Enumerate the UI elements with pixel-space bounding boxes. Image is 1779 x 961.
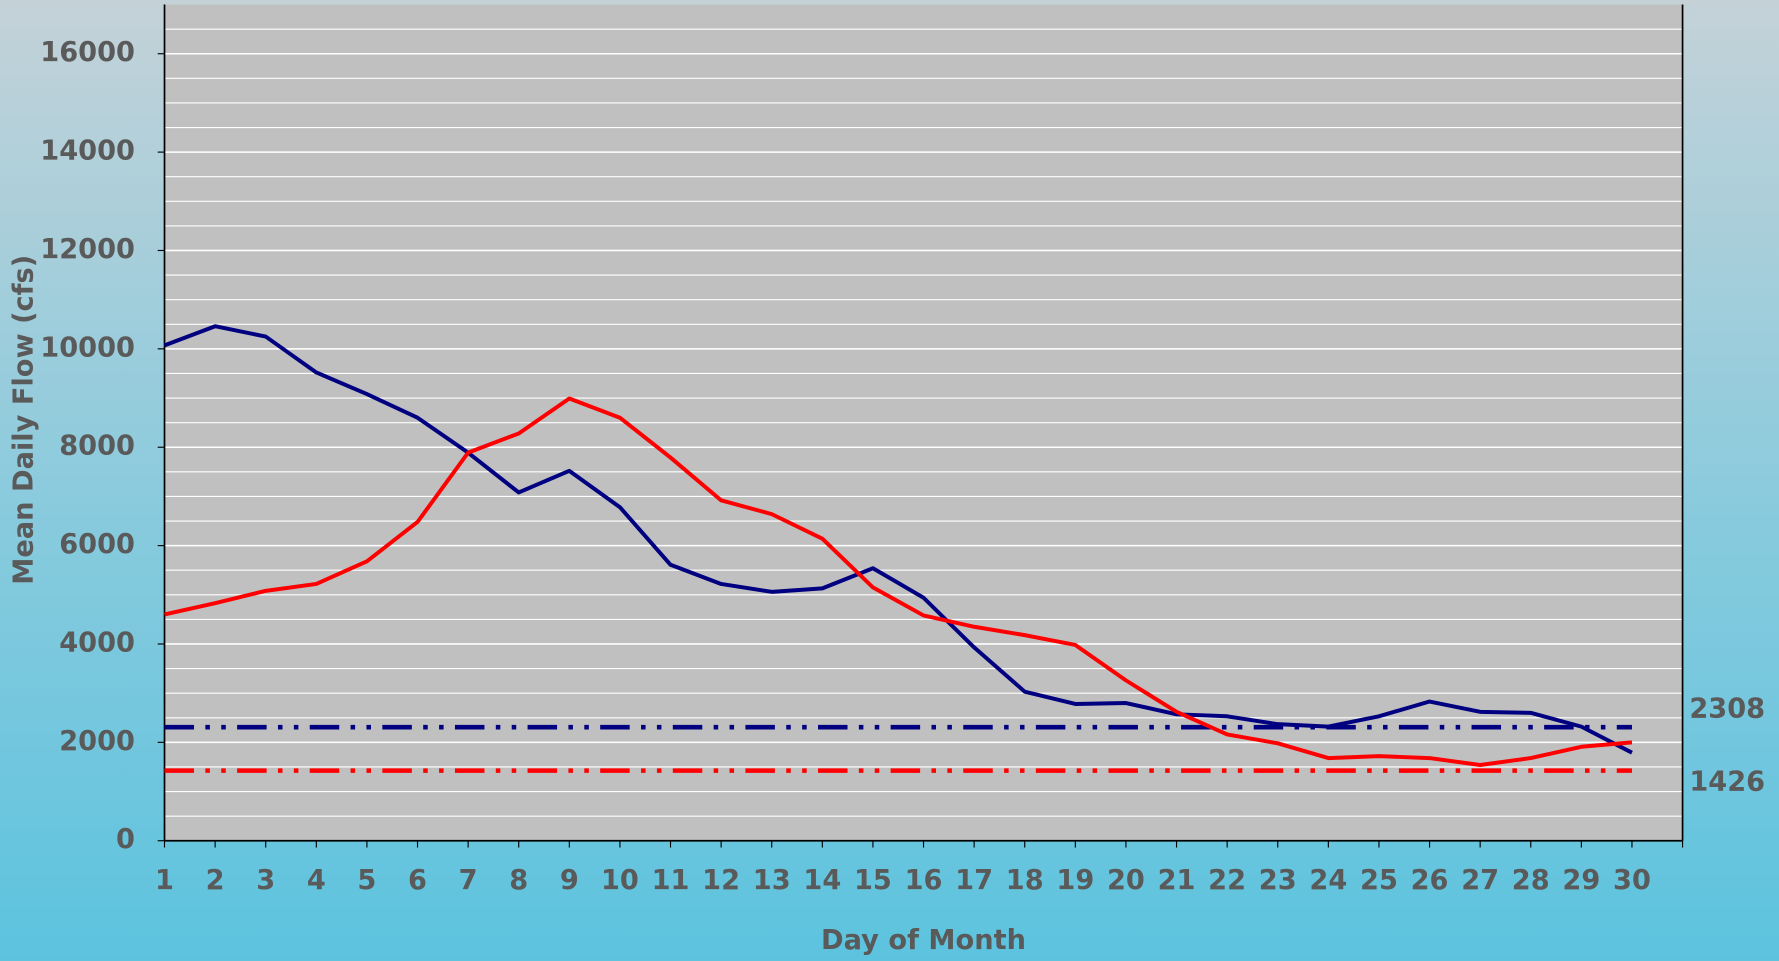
x-tick-label: 29 [1562,865,1600,896]
x-tick-label: 24 [1309,865,1347,896]
y-tick-label: 10000 [40,332,135,363]
x-tick-label: 23 [1259,865,1297,896]
x-tick-label: 12 [702,865,740,896]
y-tick-label: 12000 [40,234,135,265]
y-tick-label: 6000 [59,529,135,560]
series-line [163,324,1633,755]
x-tick-label: 2 [206,865,225,896]
x-tick-label: 5 [357,865,376,896]
x-tick-label: 1 [155,865,174,896]
x-tick-label: 18 [1006,865,1044,896]
y-tick-label: 4000 [59,627,135,658]
x-tick-label: 26 [1411,865,1449,896]
x-tick-label: 17 [955,865,993,896]
x-tick-label: 6 [408,865,427,896]
x-tick-label: 27 [1461,865,1499,896]
x-tick-label: 30 [1613,865,1651,896]
reference-label: 2308 [1689,694,1765,725]
y-tick-label: 8000 [59,431,135,462]
x-tick-label: 19 [1056,865,1094,896]
x-tick-label: 25 [1360,865,1398,896]
x-tick-label: 28 [1512,865,1550,896]
x-tick-label: 4 [307,865,326,896]
x-tick-label: 8 [509,865,528,896]
series-line [164,396,1633,767]
x-tick-label: 11 [652,865,690,896]
y-tick-label: 16000 [40,37,135,68]
x-tick-label: 22 [1208,865,1246,896]
x-tick-label: 9 [560,865,579,896]
y-tick-label: 14000 [40,136,135,167]
x-tick-label: 10 [601,865,639,896]
x-tick-label: 7 [459,865,478,896]
x-axis-label: Day of Month [821,925,1026,956]
x-tick-label: 21 [1158,865,1196,896]
y-tick-label: 0 [116,824,135,855]
y-tick-label: 2000 [59,726,135,757]
reference-label: 1426 [1689,767,1765,798]
x-tick-label: 14 [803,865,841,896]
y-axis-label: Mean Daily Flow (cfs) [8,255,39,585]
x-tick-label: 13 [753,865,791,896]
x-tick-label: 3 [256,865,275,896]
x-tick-label: 20 [1107,865,1145,896]
x-tick-label: 16 [905,865,943,896]
x-tick-label: 15 [854,865,892,896]
